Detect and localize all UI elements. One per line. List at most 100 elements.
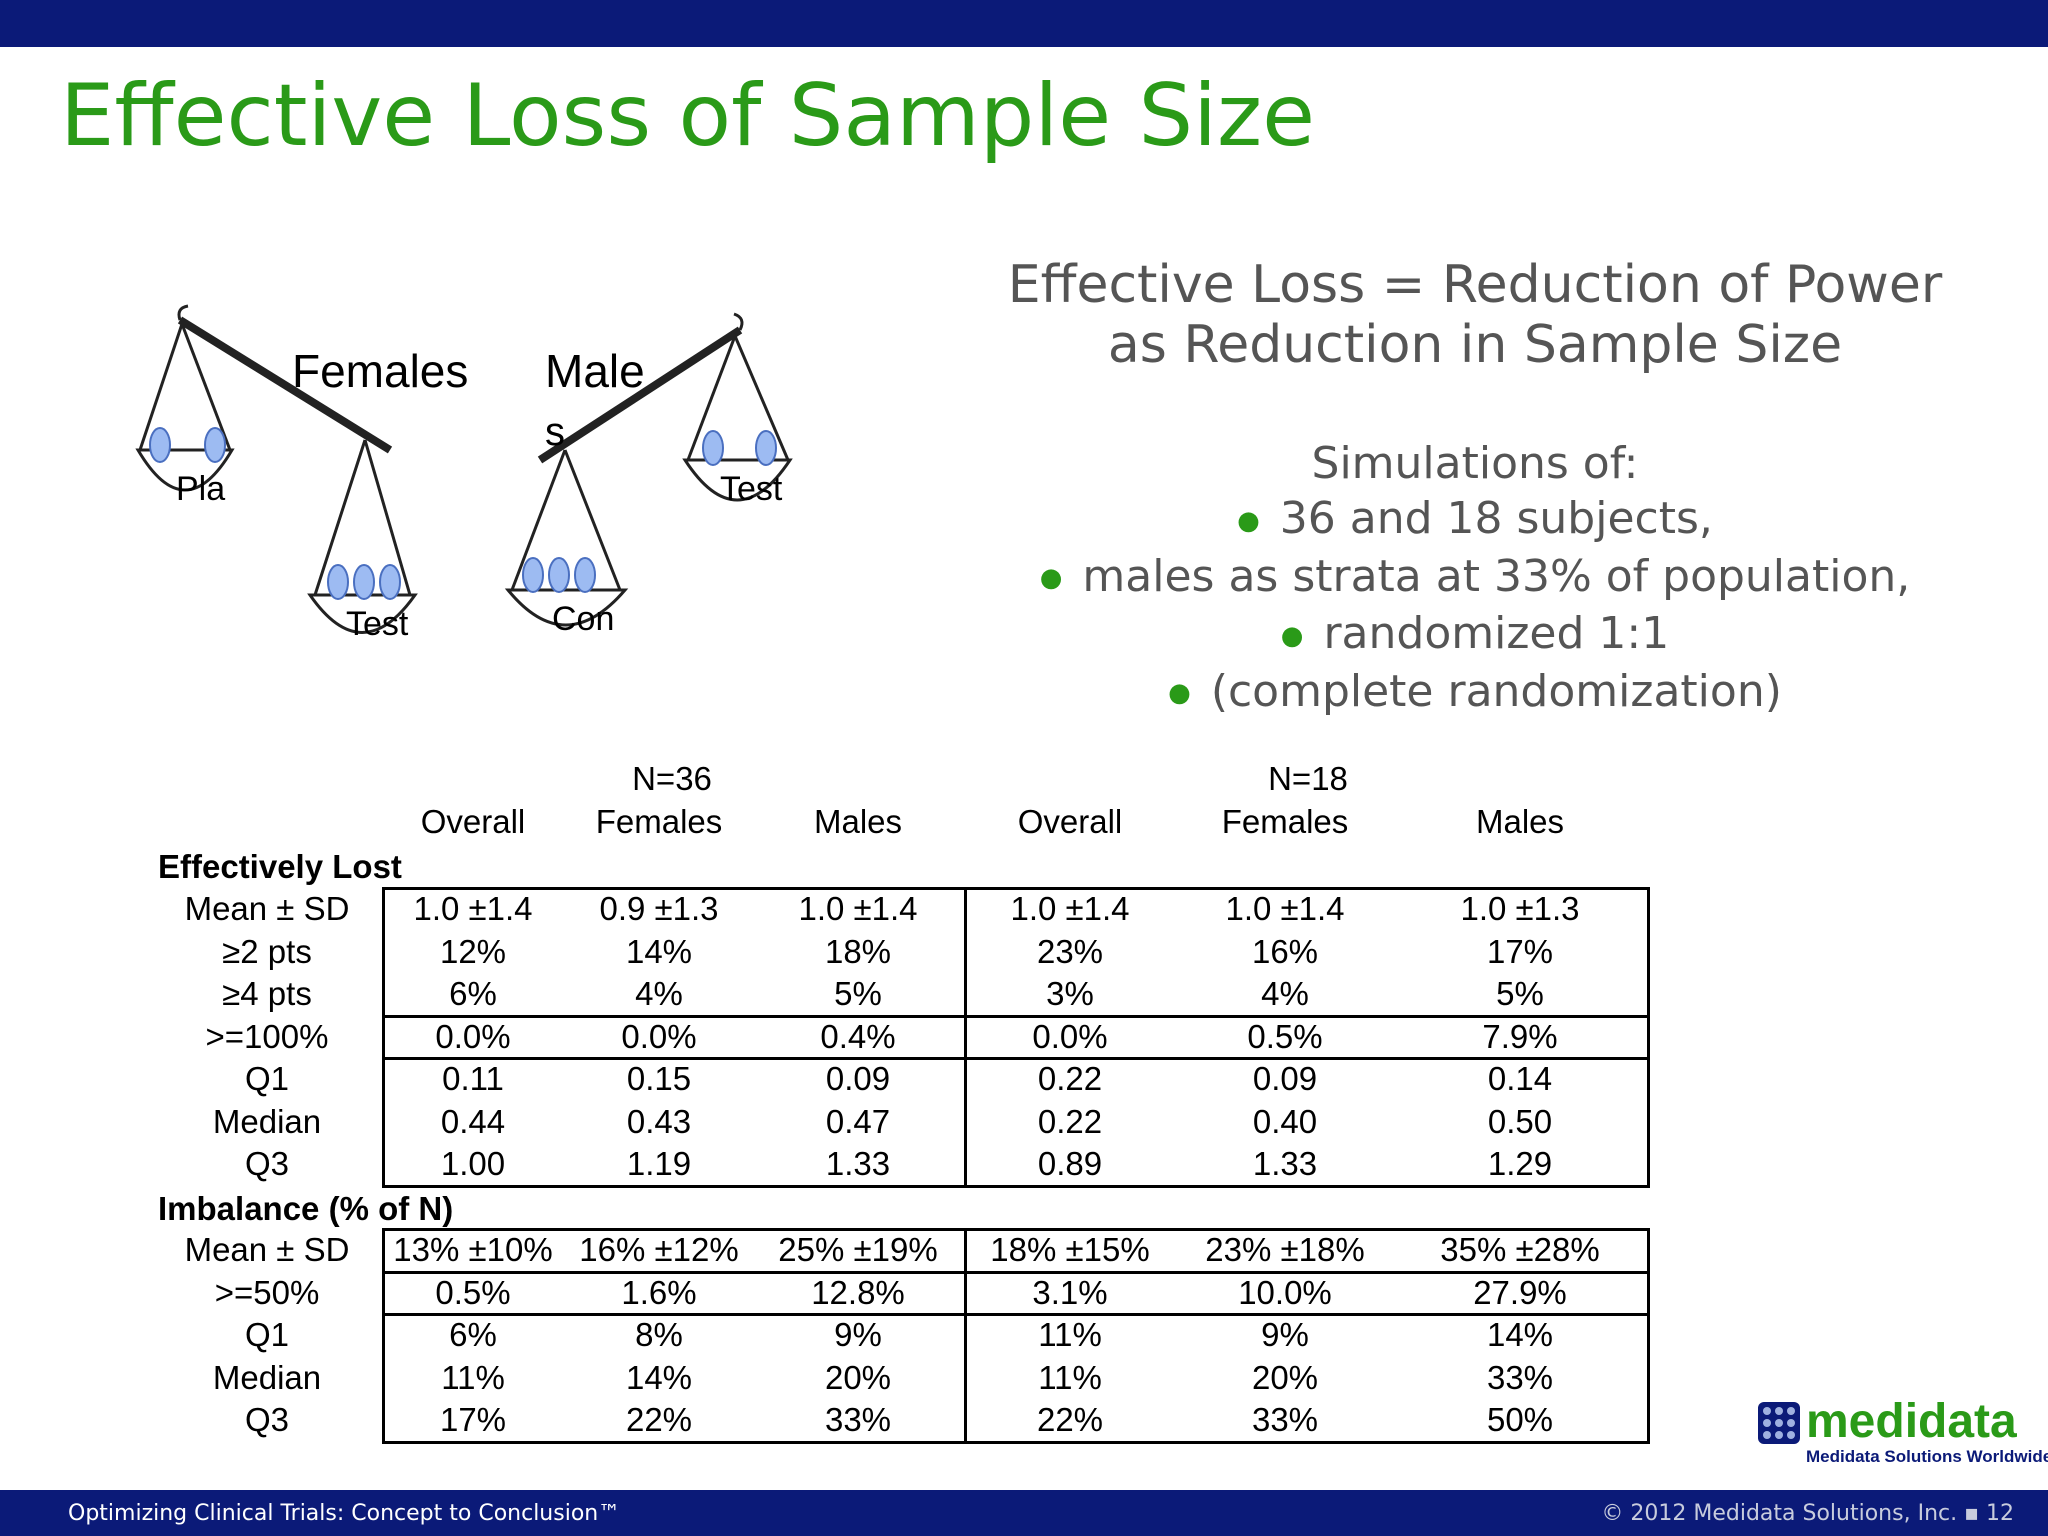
table-cell: 0.0% [621,1018,697,1055]
table-cell: 0.09 [1252,1060,1318,1097]
row-label: Mean ± SD [184,1231,350,1268]
table-cell: 0.40 [1252,1103,1318,1140]
table-border-bottom-lost [382,1185,1650,1188]
table-cell: 0.11 [442,1060,504,1097]
medidata-logo-tagline: Medidata Solutions Worldwide [1806,1447,2048,1466]
table-cell: 1.0 ±1.4 [1010,890,1130,927]
simulations-heading: Simulations of: [1311,438,1639,489]
table-cell: 50% [1486,1401,1554,1438]
label-males-cont: s [545,410,565,454]
table-border-bottom-imbalance [382,1441,1650,1444]
bullet-item: ● males as strata at 33% of population, [960,549,1990,607]
medidata-logo-icon [1758,1402,1800,1444]
pan-label-con: Con [552,600,614,638]
bullet-text: males as strata at 33% of population, [1082,550,1911,602]
definition-line-2: as Reduction in Sample Size [1107,315,1843,375]
table-cell: 1.0 ±1.4 [1225,890,1345,927]
row-label: Q3 [244,1401,290,1438]
footer-right-text: © 2012 Medidata Solutions, Inc. ▪ 12 [1601,1501,2014,1526]
row-label: >=100% [205,1018,329,1055]
table-cell: 9% [1261,1316,1309,1353]
table-cell: 14% [1486,1316,1554,1353]
table-cell: 0.15 [626,1060,692,1097]
row-label: Mean ± SD [184,890,350,927]
table-cell: 20% [1251,1359,1319,1396]
table-cell: 6% [449,975,497,1012]
row-label: Q3 [244,1145,290,1182]
table-divider [382,1057,1650,1060]
row-label: ≥2 pts [222,933,312,970]
table-cell: 17% [439,1401,507,1438]
table-cell: 0.89 [1037,1145,1103,1182]
table-cell: 16% [1251,933,1319,970]
table-cell: 33% [824,1401,892,1438]
left-scale [135,304,418,634]
bullet-text: randomized 1:1 [1323,608,1670,659]
table-cell: 9% [834,1316,882,1353]
definition-block: Effective Loss = Reduction of Power as R… [960,255,1990,375]
table-border-mid [964,1228,967,1444]
table-cell: 0.5% [435,1274,511,1311]
table-border-top-imbalance [382,1228,1650,1231]
table-divider [382,1313,1650,1316]
table-divider [382,1015,1650,1018]
label-males: Male [545,345,645,397]
section-effectively-lost: Effectively Lost [158,848,402,885]
row-label: Median [212,1359,322,1396]
bullet-item: ● randomized 1:1 [960,606,1990,664]
table-cell: 13% ±10% [393,1231,553,1268]
table-cell: 12.8% [811,1274,905,1311]
row-label: Median [212,1103,322,1140]
table-cell: 18% ±15% [990,1231,1150,1268]
table-cell: 6% [449,1316,497,1353]
table-cell: 11% [1038,1316,1102,1353]
table-cell: 22% [625,1401,693,1438]
bullet-icon: ● [1168,678,1191,708]
table-border-mid [964,887,967,1188]
balance-scales-illustration: Females Male s Pla Test Con Test [135,304,793,643]
table-cell: 35% ±28% [1440,1231,1600,1268]
table-cell: 25% ±19% [778,1231,938,1268]
table-cell: 5% [834,975,882,1012]
table-cell: 0.0% [1032,1018,1108,1055]
table-cell: 0.50 [1487,1103,1553,1140]
table-cell: 0.4% [820,1018,896,1055]
table-cell: 11% [441,1359,505,1396]
bullet-icon: ● [1237,505,1260,536]
column-header: Overall [420,803,526,840]
column-header: Males [1475,803,1565,840]
row-label: >=50% [214,1274,320,1311]
table-cell: 0.09 [825,1060,891,1097]
table-cell: 0.43 [626,1103,692,1140]
table-cell: 0.0% [435,1018,511,1055]
slide-title: Effective Loss of Sample Size [60,66,1316,166]
table-cell: 14% [625,933,693,970]
table-cell: 1.0 ±1.4 [413,890,533,927]
table-cell: 7.9% [1482,1018,1558,1055]
pan-label-test-left: Test [346,605,409,643]
bullet-icon: ● [1280,620,1304,651]
table-cell: 1.33 [1252,1145,1318,1182]
table-cell: 0.47 [825,1103,891,1140]
table-cell: 0.44 [440,1103,506,1140]
column-header: Females [595,803,723,840]
table-cell: 1.33 [825,1145,891,1182]
group-header-n18: N=18 [1268,760,1348,797]
table-cell: 33% [1251,1401,1319,1438]
table-cell: 4% [1261,975,1309,1012]
table-divider [382,1271,1650,1274]
table-cell: 0.14 [1487,1060,1553,1097]
table-cell: 1.00 [440,1145,506,1182]
table-cell: 10.0% [1238,1274,1332,1311]
bullet-text: (complete randomization) [1210,665,1782,717]
table-cell: 0.22 [1037,1060,1103,1097]
table-cell: 16% ±12% [579,1231,739,1268]
footer-left-text: Optimizing Clinical Trials: Concept to C… [68,1501,621,1526]
table-cell: 23% ±18% [1205,1231,1365,1268]
table-cell: 1.0 ±1.4 [798,890,918,927]
table-cell: 14% [625,1359,693,1396]
bullet-item: ● (complete randomization) [960,664,1990,722]
row-label: Q1 [244,1316,290,1353]
bullet-item: ● 36 and 18 subjects, [960,491,1990,549]
table-cell: 0.5% [1247,1018,1323,1055]
